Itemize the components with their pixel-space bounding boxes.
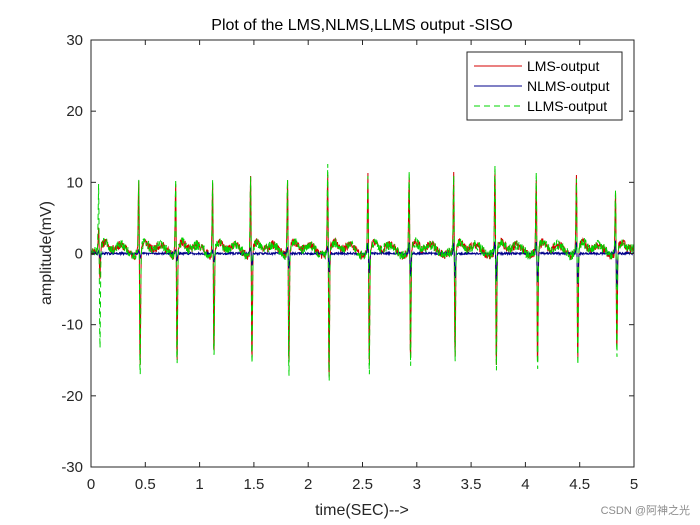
x-tick-label: 1.5 <box>243 476 264 493</box>
x-tick-label: 5 <box>630 476 638 493</box>
y-axis-label: amplitude(mV) <box>38 201 55 305</box>
legend-label-nlms: NLMS-output <box>527 78 610 94</box>
x-axis-ticks: 0 0.5 1 1.5 2 2.5 3 3.5 4 4.5 5 <box>87 40 638 493</box>
x-tick-label: 0.5 <box>135 476 156 493</box>
x-tick-label: 4.5 <box>569 476 590 493</box>
series-llms-line <box>91 163 634 382</box>
y-tick-label: 0 <box>75 246 83 263</box>
series-layer <box>91 163 634 382</box>
y-tick-label: -10 <box>61 317 83 334</box>
x-tick-label: 3.5 <box>461 476 482 493</box>
legend-label-llms: LLMS-output <box>527 98 607 114</box>
y-axis-ticks: -30 -20 -10 0 10 20 30 <box>61 32 634 476</box>
x-tick-label: 4 <box>521 476 529 493</box>
x-tick-label: 1 <box>195 476 203 493</box>
legend: LMS-output NLMS-output LLMS-output <box>466 51 623 121</box>
y-tick-label: 10 <box>66 174 83 191</box>
y-tick-label: -30 <box>61 459 83 476</box>
x-tick-label: 0 <box>87 476 95 493</box>
x-axis-label: time(SEC)--> <box>315 502 409 519</box>
x-tick-label: 2 <box>304 476 312 493</box>
watermark-text: CSDN @阿神之光 <box>601 503 690 517</box>
legend-label-lms: LMS-output <box>527 58 599 74</box>
y-tick-label: -20 <box>61 388 83 405</box>
x-tick-label: 2.5 <box>352 476 373 493</box>
y-tick-label: 20 <box>66 103 83 120</box>
chart-title: Plot of the LMS,NLMS,LLMS output -SISO <box>211 17 512 34</box>
y-tick-label: 30 <box>66 32 83 49</box>
x-tick-label: 3 <box>413 476 421 493</box>
